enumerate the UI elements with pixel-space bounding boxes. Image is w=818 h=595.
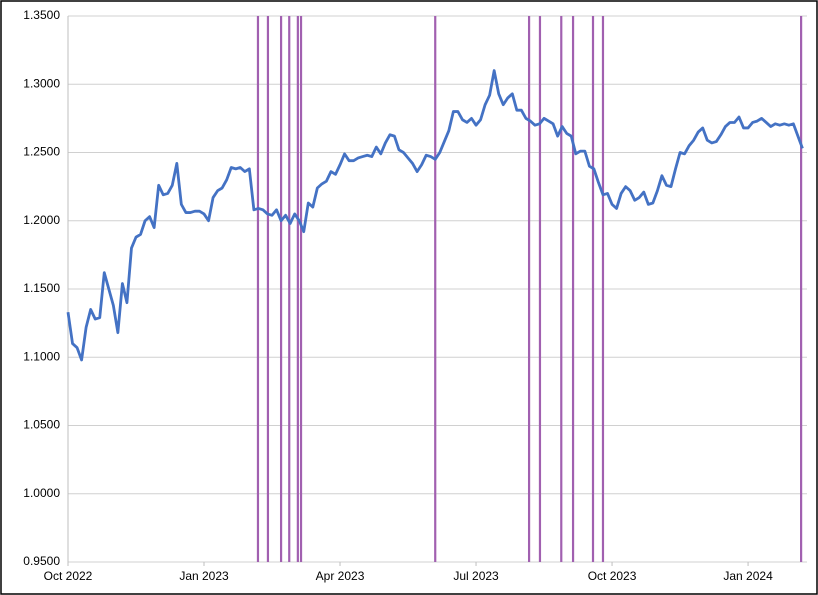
y-tick-label: 1.0000 xyxy=(23,486,60,500)
event-lines xyxy=(256,16,803,562)
y-tick-label: 0.9500 xyxy=(23,554,60,568)
y-tick-label: 1.1500 xyxy=(23,281,60,295)
y-tick-label: 1.2500 xyxy=(23,145,60,159)
series-line xyxy=(66,69,804,362)
x-tick-label: Jan 2023 xyxy=(179,569,229,583)
y-tick-label: 1.2000 xyxy=(23,213,60,227)
y-tick-label: 1.3500 xyxy=(23,8,60,22)
y-tick-label: 1.3000 xyxy=(23,76,60,90)
lines xyxy=(66,69,804,362)
x-tick-label: Oct 2022 xyxy=(44,569,93,583)
x-tick-label: Oct 2023 xyxy=(588,569,637,583)
x-tick-label: Apr 2023 xyxy=(316,569,365,583)
x-tick-label: Jan 2024 xyxy=(723,569,773,583)
labels: 0.9500 1.0000 1.0500 1.1000 1.1500 1.2000 1.25… xyxy=(23,8,773,583)
grid xyxy=(67,15,807,566)
y-tick-label: 1.0500 xyxy=(23,418,60,432)
x-tick-label: Jul 2023 xyxy=(453,569,499,583)
y-tick-label: 1.1000 xyxy=(23,349,60,363)
